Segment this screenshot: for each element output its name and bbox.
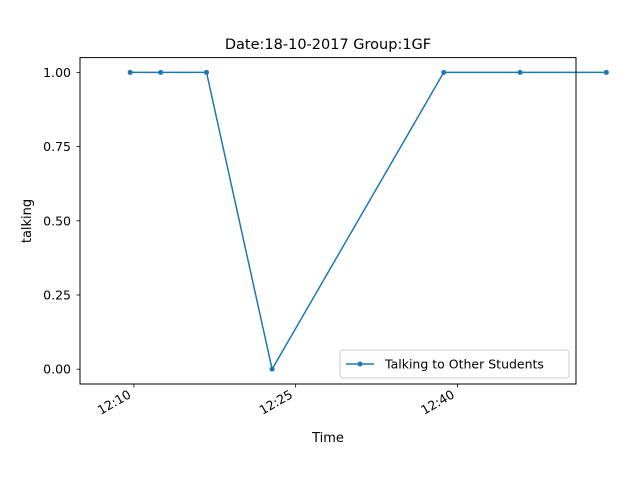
y-axis-ticks: 0.00 0.25 0.50 0.75 1.00 bbox=[43, 65, 80, 377]
data-point bbox=[158, 69, 164, 75]
series-line bbox=[130, 71, 607, 370]
data-point bbox=[603, 69, 609, 75]
y-tick-label: 0.25 bbox=[43, 287, 71, 302]
x-axis-ticks: 12:10 12:25 12:40 bbox=[95, 384, 458, 418]
series-layer bbox=[127, 69, 609, 372]
y-axis-label: talking bbox=[20, 199, 35, 243]
y-tick-label: 0.50 bbox=[43, 213, 71, 228]
legend-label: Talking to Other Students bbox=[384, 357, 544, 372]
x-tick-label: 12:40 bbox=[418, 387, 457, 418]
legend-box bbox=[339, 349, 570, 379]
x-tick-label: 12:25 bbox=[256, 387, 295, 418]
data-point bbox=[517, 69, 523, 75]
chart-title: Date:18-10-2017 Group:1GF bbox=[225, 37, 431, 53]
plot-area-frame bbox=[79, 57, 577, 385]
data-point bbox=[269, 366, 275, 372]
x-axis-label: Time bbox=[311, 431, 344, 446]
legend-marker-sample bbox=[357, 361, 363, 367]
y-tick-label: 1.00 bbox=[43, 65, 71, 80]
x-tick-label: 12:10 bbox=[95, 387, 134, 418]
y-tick-label: 0.75 bbox=[43, 139, 71, 154]
data-point bbox=[441, 69, 447, 75]
data-point bbox=[204, 69, 210, 75]
y-tick-label: 0.00 bbox=[43, 362, 71, 377]
data-point bbox=[127, 69, 133, 75]
legend: Talking to Other Students bbox=[339, 349, 570, 379]
